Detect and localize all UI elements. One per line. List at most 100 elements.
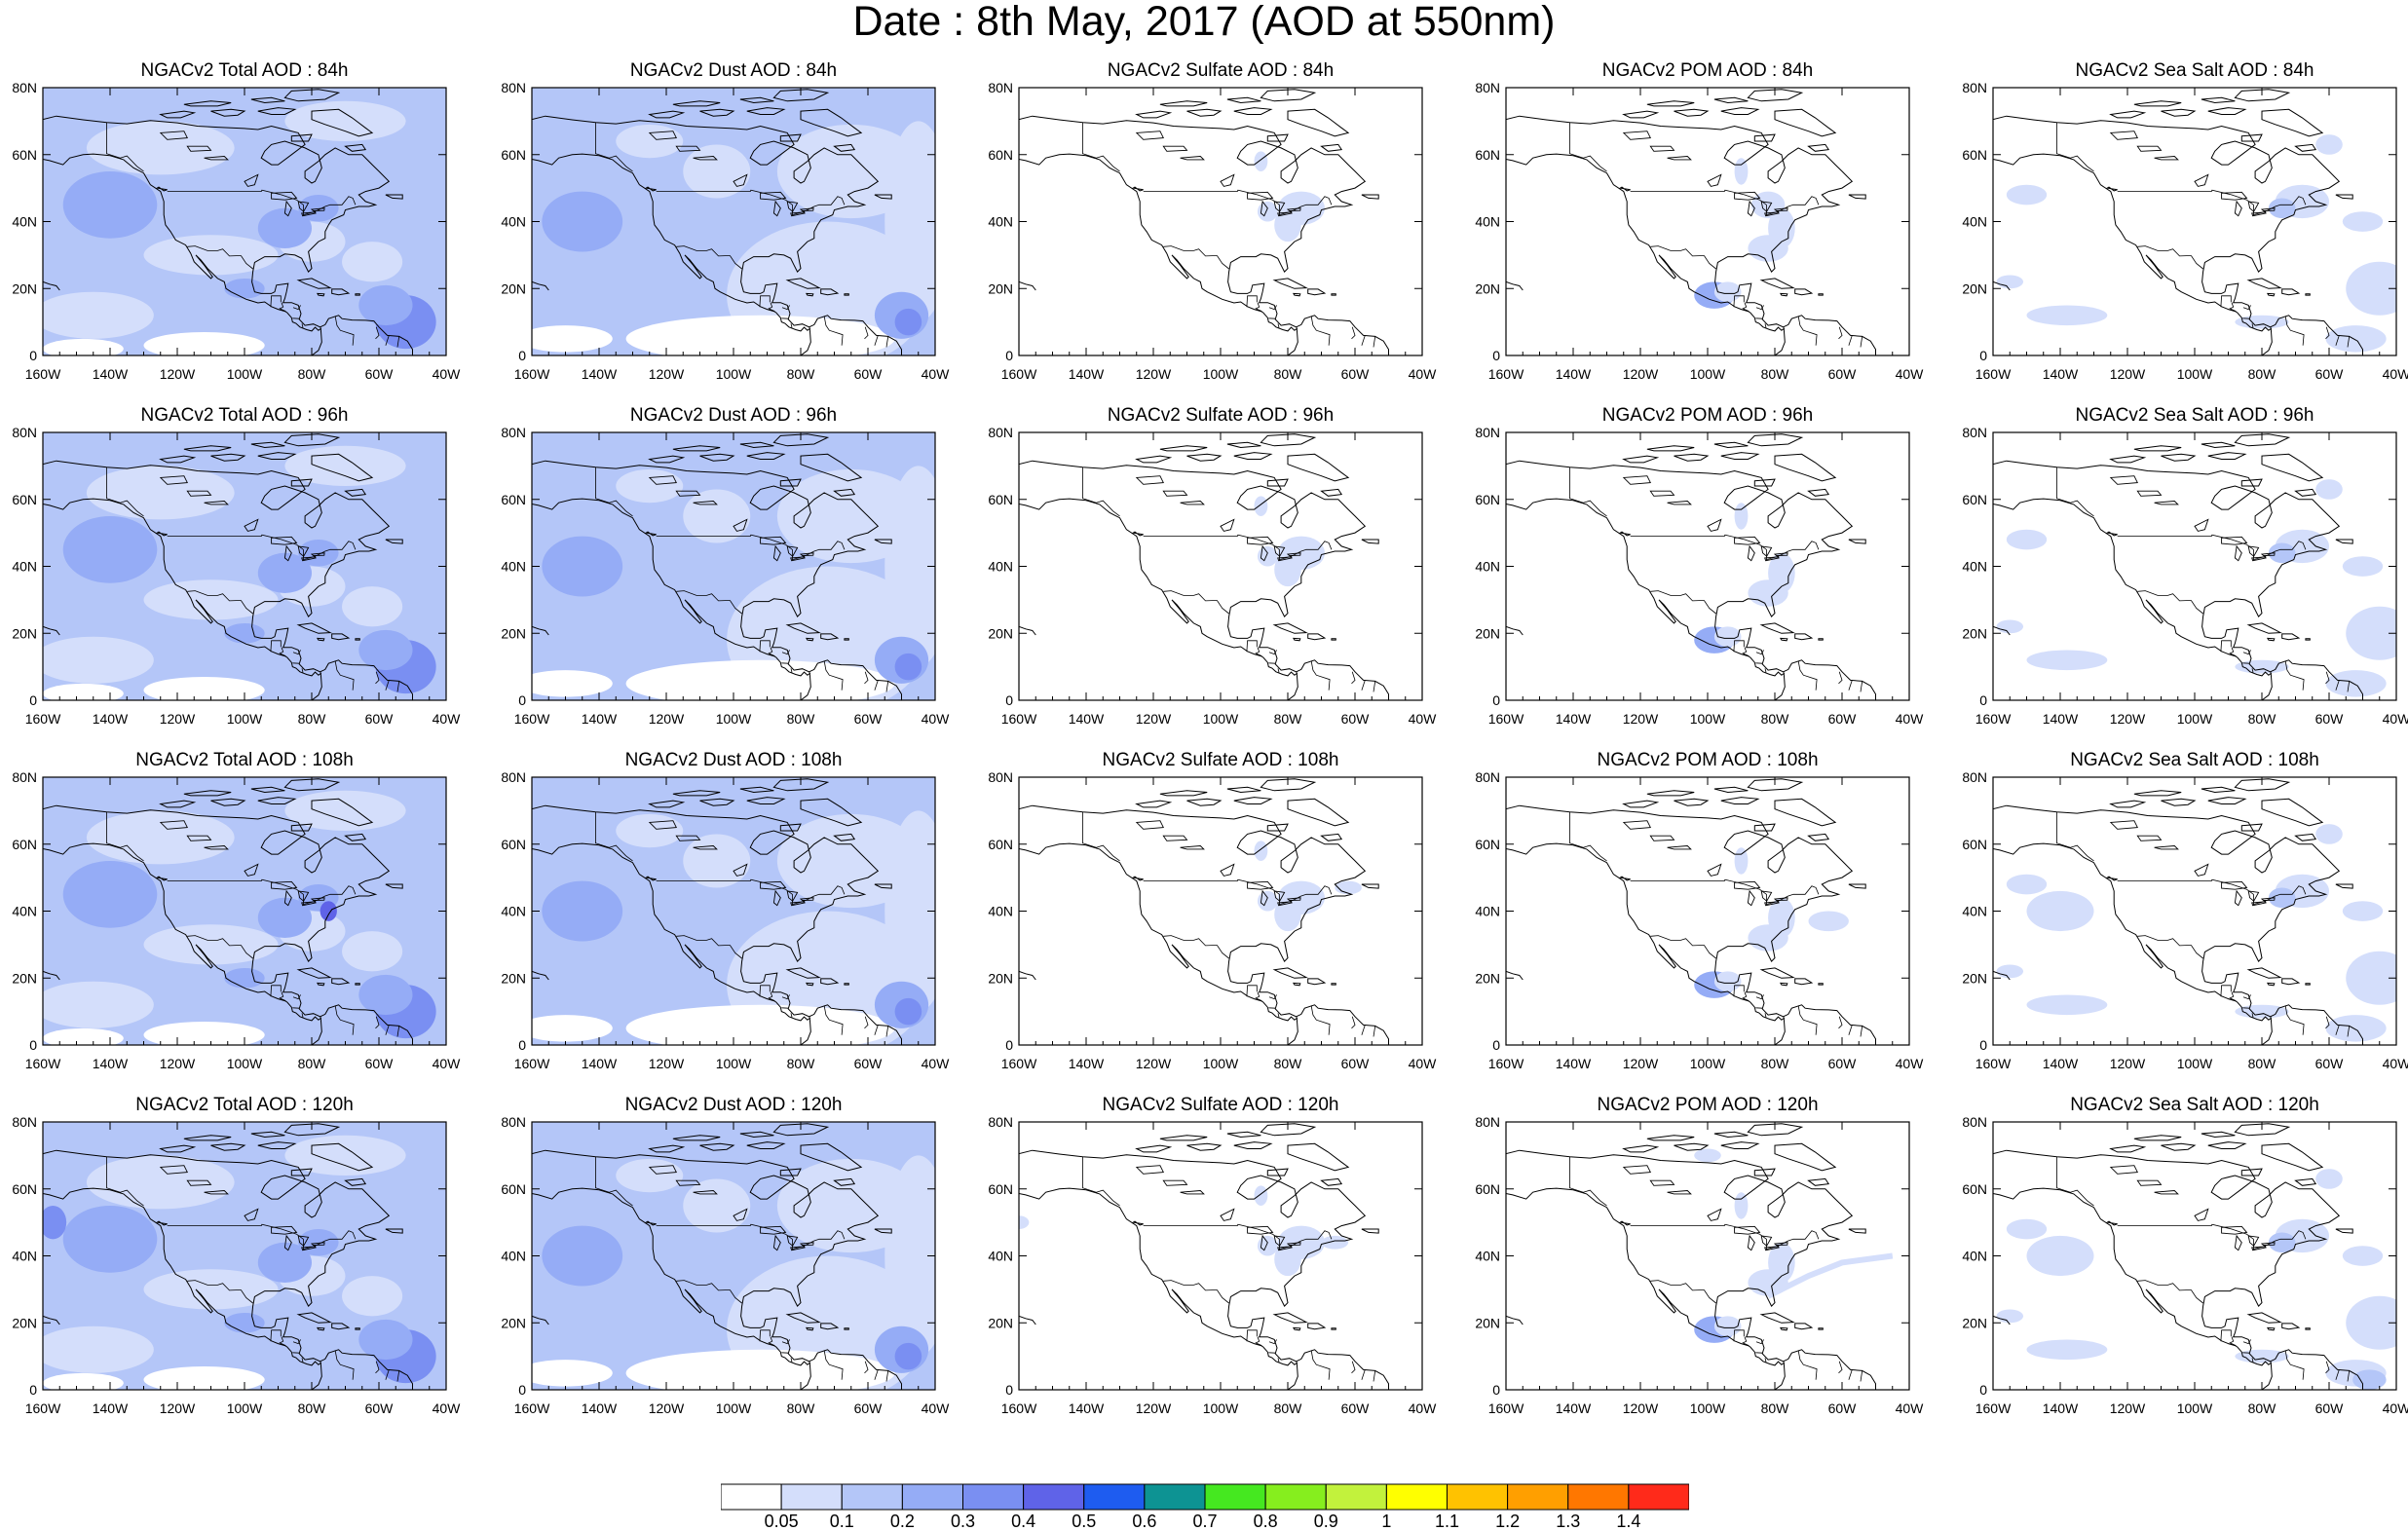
x-tick-label: 120W (1136, 711, 1172, 727)
country-border (385, 335, 390, 346)
island-outline (1307, 1323, 1327, 1330)
map-panel: NGACv2 Dust AOD : 108h 160W 140W 120W 100W 80… (501, 750, 951, 1071)
x-tick-label: 40W (2383, 1056, 2408, 1071)
aod-patch (2268, 887, 2296, 909)
y-tick-label: 80N (501, 80, 526, 95)
island-outline (1361, 883, 1379, 889)
island-outline (699, 453, 735, 462)
x-tick-label: 120W (1623, 1056, 1659, 1071)
country-border (2325, 1361, 2330, 1374)
lake-outline (2234, 1234, 2242, 1251)
x-tick-label: 120W (1623, 711, 1659, 727)
aod-patch (2026, 1339, 2108, 1361)
x-tick-label: 160W (1488, 1056, 1524, 1071)
map-panel: NGACv2 Sulfate AOD : 120h 160W 140W 120W 100… (988, 1095, 1438, 1416)
y-tick-label: 40N (501, 214, 526, 230)
x-tick-label: 40W (922, 711, 951, 727)
lake-outline (733, 518, 748, 532)
country-border (1255, 991, 1262, 1001)
island-outline (344, 143, 367, 152)
island-outline (355, 293, 360, 296)
island-outline (1747, 1123, 1804, 1137)
panel-title: NGACv2 Total AOD : 84h (140, 60, 349, 81)
aod-patch (1257, 890, 1278, 912)
country-border (1630, 1223, 1820, 1251)
lake-outline (1707, 863, 1722, 877)
island-outline (699, 1142, 735, 1151)
island-outline (2161, 798, 2197, 806)
colorbar-label: 1.1 (1434, 1512, 1460, 1531)
figure-title: Date : 8th May, 2017 (AOD at 550nm) (852, 0, 1556, 45)
aod-patch (43, 291, 154, 339)
island-outline (1266, 1168, 1289, 1176)
country-border (320, 326, 322, 329)
country-border (2056, 122, 2094, 172)
lake-outline (1649, 1179, 1675, 1186)
aod-patch (884, 1155, 935, 1357)
country-border (2270, 326, 2273, 329)
lake-outline (1747, 1234, 1755, 1251)
aod-patch (884, 810, 935, 1012)
colorbar: 0.05 0.1 0.2 0.3 0.4 0.5 0.6 0.7 0.8 0.9 1 1.1 1.2 1.… (720, 1483, 1690, 1531)
country-border (2335, 680, 2340, 691)
aod-patch (342, 1276, 403, 1317)
island-outline (257, 107, 297, 115)
aod-patch (1254, 151, 1268, 171)
country-border (768, 647, 775, 656)
country-border (334, 1350, 355, 1380)
country-border (1783, 671, 1786, 674)
y-tick-label: 40N (1962, 1249, 1987, 1264)
y-tick-label: 20N (1475, 970, 1500, 986)
aod-patch (1734, 503, 1749, 530)
y-tick-label: 0 (29, 348, 37, 363)
x-tick-label: 60W (1828, 711, 1858, 727)
aod-patch (62, 860, 158, 928)
country-border (1797, 1350, 1818, 1380)
aod-patch (358, 284, 413, 326)
aod-patch (2315, 134, 2343, 155)
island-outline (2240, 133, 2263, 142)
x-tick-label: 160W (25, 1400, 61, 1416)
country-border (809, 1016, 811, 1019)
country-border (187, 245, 253, 270)
island-outline (290, 133, 313, 142)
lake-outline (2154, 501, 2179, 505)
island-outline (2109, 1144, 2147, 1153)
map-panel: NGACv2 Sulfate AOD : 96h 160W 140W 120W 100W… (988, 405, 1438, 727)
island-outline (1260, 778, 1317, 792)
y-tick-label: 20N (988, 625, 1013, 641)
country-border (781, 650, 790, 655)
aod-field (1506, 778, 1876, 1045)
aod-patch (358, 974, 413, 1016)
aod-field (1506, 1123, 1894, 1390)
aod-patch (542, 536, 623, 597)
country-border (375, 1016, 380, 1029)
island-outline (1646, 1135, 1695, 1141)
island-outline (805, 292, 814, 297)
island-outline (311, 798, 374, 827)
island-outline (2234, 89, 2291, 102)
country-border (1361, 1025, 1366, 1035)
country-border (1361, 335, 1366, 346)
island-outline (2207, 452, 2247, 460)
country-border (781, 1339, 790, 1345)
country-border (2242, 1339, 2251, 1345)
island-outline (296, 622, 332, 634)
y-tick-label: 80N (501, 1114, 526, 1130)
lake-outline (733, 1208, 748, 1221)
y-tick-label: 20N (1962, 1315, 1987, 1330)
aod-patch (62, 515, 158, 583)
x-tick-label: 40W (433, 1056, 462, 1071)
map-svg: 160W 140W 120W 100W 80W 60W 40W 0 20N 40N 60N 80N (501, 425, 950, 727)
lake-outline (1247, 1225, 1274, 1235)
lake-outline (2194, 173, 2209, 187)
island-outline (1807, 488, 1830, 497)
island-outline (2246, 622, 2282, 634)
lake-outline (159, 475, 188, 485)
y-tick-label: 40N (12, 1249, 37, 1264)
country-border (1351, 326, 1356, 340)
island-outline (699, 108, 735, 117)
aod-patch (683, 1178, 751, 1233)
lake-outline (2251, 211, 2267, 217)
country-border (656, 1223, 846, 1251)
